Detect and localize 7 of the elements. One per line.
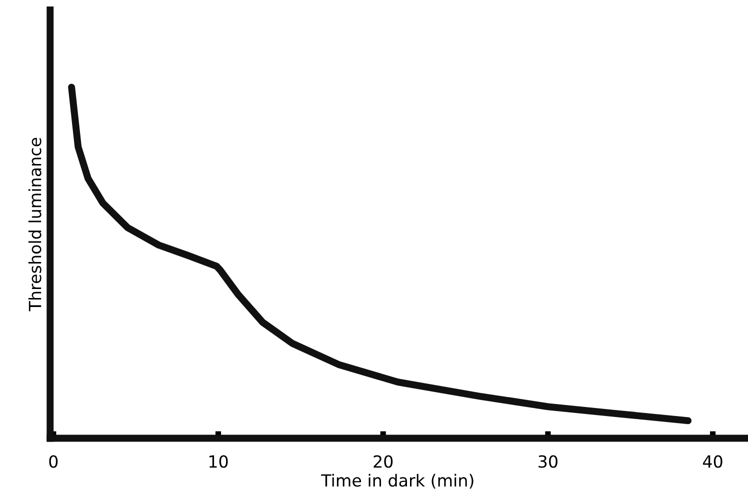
x-tick-label: 40 bbox=[703, 455, 722, 468]
y-axis-title: Threshold luminance bbox=[28, 138, 42, 312]
x-tick-label: 10 bbox=[209, 455, 228, 468]
x-axis-title: Time in dark (min) bbox=[321, 474, 474, 489]
x-tick-label: 20 bbox=[374, 455, 393, 468]
x-tick-label: 0 bbox=[49, 455, 58, 468]
x-tick-label: 30 bbox=[538, 455, 558, 468]
